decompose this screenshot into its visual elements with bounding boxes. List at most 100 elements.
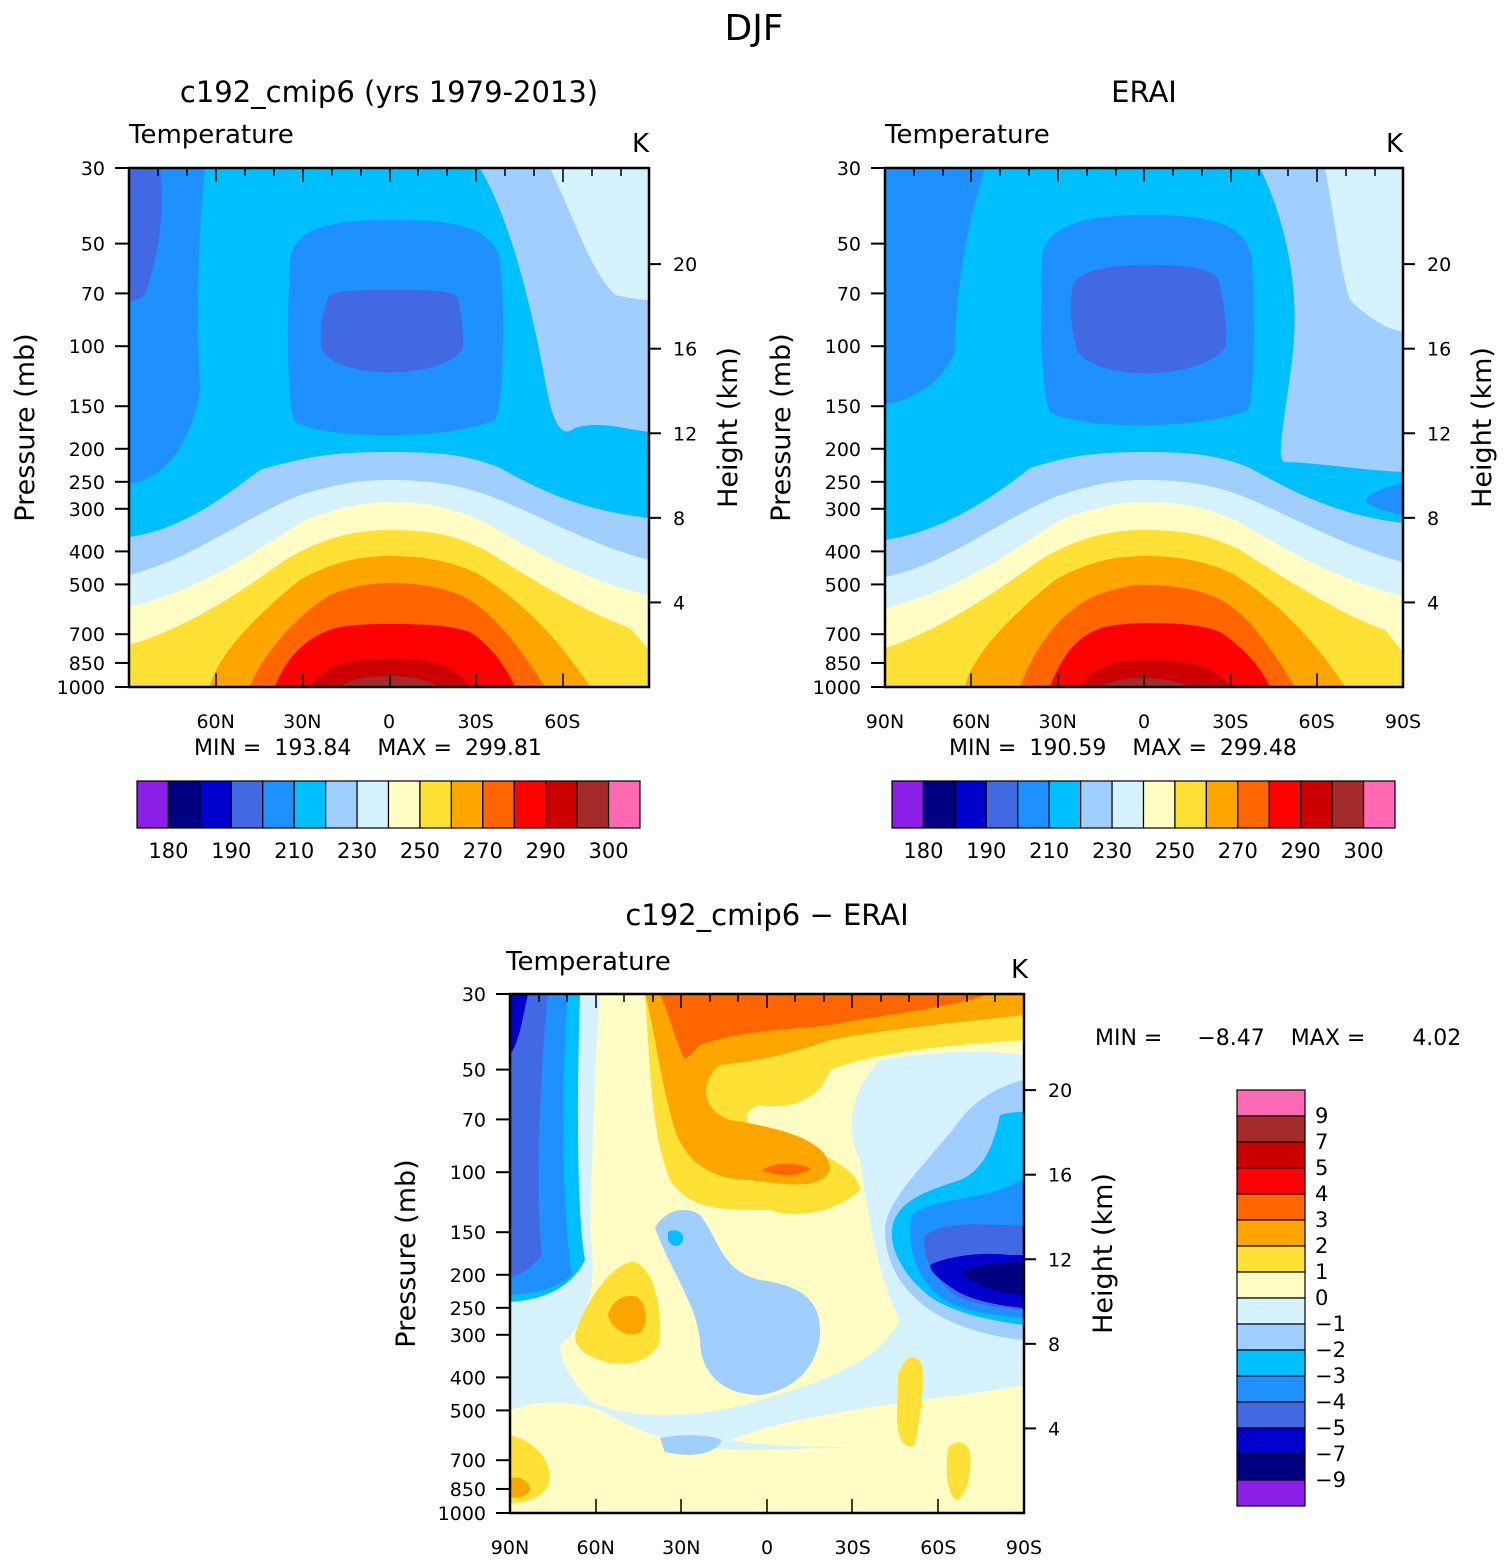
pressure-tick-label: 50 [837, 234, 861, 256]
colorbar-swatch [230, 780, 264, 829]
diff-band-0-to-1-hole [760, 1116, 778, 1122]
min-label: MIN = [949, 736, 1023, 761]
latitude-tick-label: 60N [196, 711, 234, 733]
pressure-tick-label: 30 [81, 158, 105, 180]
pressure-tick-label: 500 [825, 574, 861, 596]
diff-band-minus5-to-minus4-nh [510, 994, 548, 1277]
panel-erai-unit-label: K [1386, 129, 1404, 159]
contour-band-200-tropics [320, 290, 464, 373]
panel-model-minor-ticks [157, 168, 622, 687]
height-tick-label: 4 [673, 592, 685, 614]
diff-band-minus1-to-0 [510, 994, 1024, 1513]
colorbar-tick-label: −7 [1315, 1442, 1346, 1466]
colorbar-tick-label: 2 [1315, 1234, 1328, 1258]
contour-band-200-tropics [1070, 265, 1227, 374]
contour-band-210-polar [885, 168, 985, 404]
contour-band-240 [550, 168, 649, 300]
colorbar-tick-label: 270 [463, 839, 503, 863]
pressure-tick-label: 400 [825, 541, 861, 563]
pressure-tick-label: 100 [69, 336, 105, 358]
diff-band-2-to-3-midlat [608, 1295, 646, 1335]
pressure-tick-label: 850 [69, 653, 105, 675]
pressure-tick-label: 700 [450, 1450, 486, 1472]
colorbar-tick-label: 0 [1315, 1286, 1328, 1310]
panel-model-unit-label: K [632, 129, 650, 159]
pressure-tick-label: 200 [450, 1265, 486, 1287]
colorbar-swatch [419, 780, 452, 829]
latitude-tick-label: 30N [662, 1537, 700, 1559]
latitude-tick-label: 60S [920, 1537, 956, 1559]
colorbar-swatch [1236, 1271, 1306, 1299]
max-value: 299.48 [1220, 736, 1297, 761]
colorbar-tick-label: −9 [1315, 1468, 1346, 1492]
colorbar-swatch [1236, 1427, 1306, 1455]
colorbar-swatch [1205, 780, 1239, 829]
diff-band-minus7-to-minus5-nh [510, 994, 528, 1055]
colorbar-tick-label: −4 [1315, 1390, 1346, 1414]
colorbar-swatch [1236, 1245, 1306, 1273]
colorbar-swatch [1236, 1349, 1306, 1377]
diff-band-minus3-island [668, 1230, 684, 1246]
height-tick-label: 16 [1427, 339, 1451, 361]
colorbar-swatch [576, 780, 610, 829]
y-axis-title: Pressure (mb) [10, 333, 41, 521]
colorbar-tick-label: 300 [589, 839, 629, 863]
contour-band-295 [1080, 660, 1230, 687]
max-value: 4.02 [1412, 1026, 1461, 1051]
colorbar-tick-label: 210 [1029, 839, 1069, 863]
pressure-tick-label: 850 [825, 653, 861, 675]
colorbar-swatch [1048, 780, 1082, 829]
height-tick-label: 8 [1048, 1334, 1060, 1356]
latitude-tick-label: 30S [835, 1537, 871, 1559]
max-label: MAX = [1132, 736, 1214, 761]
colorbar-swatch [891, 780, 925, 829]
min-value: 190.59 [1029, 736, 1106, 761]
panel-diff-title: c192_cmip6 − ERAI [625, 898, 908, 932]
colorbar-tick-label: −3 [1315, 1364, 1346, 1388]
colorbar-swatch [1236, 1219, 1306, 1247]
colorbar-swatch [136, 780, 170, 829]
colorbar-tick-label: 3 [1315, 1208, 1328, 1232]
colorbar-swatch [1017, 780, 1050, 829]
pressure-tick-label: 300 [825, 499, 861, 521]
panel-model-title: c192_cmip6 (yrs 1979-2013) [180, 75, 598, 109]
min-value: −8.47 [1197, 1026, 1264, 1051]
pressure-tick-label: 300 [69, 499, 105, 521]
pressure-tick-label: 200 [69, 439, 105, 461]
colorbar-swatch [482, 780, 515, 829]
diff-band-minus9-to-minus7-sh [960, 1262, 1024, 1295]
diff-band-1-to-2-sh-column [897, 1357, 923, 1447]
colorbar-tick-label: 290 [1281, 839, 1321, 863]
height-tick-label: 20 [1048, 1080, 1072, 1102]
height-tick-label: 8 [673, 508, 685, 530]
colorbar-swatch [1236, 1323, 1306, 1351]
y-axis-title: Pressure (mb) [766, 333, 797, 521]
diff-band-1-to-2-sh-lowlev [946, 1442, 971, 1500]
diff-band-3-to-4 [660, 994, 990, 1059]
colorbar-swatch [387, 780, 421, 829]
colorbar-tick-label: −5 [1315, 1416, 1346, 1440]
panel-diff-contour-field [510, 994, 1024, 1513]
colorbar-swatch [1236, 1115, 1306, 1143]
colorbar-swatch [1236, 1167, 1306, 1195]
colorbar-swatch [167, 780, 201, 829]
panel-model-contour-field [129, 168, 649, 687]
colorbar-tick-label: 290 [526, 839, 566, 863]
latitude-tick-label: 90N [491, 1537, 529, 1559]
colorbar-tick-label: 210 [274, 839, 314, 863]
diff-band-2-to-3 [645, 994, 1024, 1185]
colorbar-tick-label: 230 [337, 839, 377, 863]
panel-model: c192_cmip6 (yrs 1979-2013) Temperature K [127, 75, 651, 689]
y-axis-title: Pressure (mb) [391, 1159, 422, 1347]
height-tick-label: 8 [1427, 508, 1439, 530]
panel-erai-minor-ticks [913, 168, 1376, 687]
contour-band-300 [1100, 678, 1190, 687]
pressure-tick-label: 70 [837, 283, 861, 305]
colorbar-tick-label: 4 [1315, 1182, 1328, 1206]
pressure-tick-label: 700 [825, 624, 861, 646]
pressure-tick-label: 1000 [438, 1503, 486, 1525]
pressure-tick-label: 50 [462, 1060, 486, 1082]
panel-model-field-label: Temperature [128, 120, 294, 150]
colorbar-swatch [922, 780, 956, 829]
colorbar-swatch [607, 780, 641, 829]
